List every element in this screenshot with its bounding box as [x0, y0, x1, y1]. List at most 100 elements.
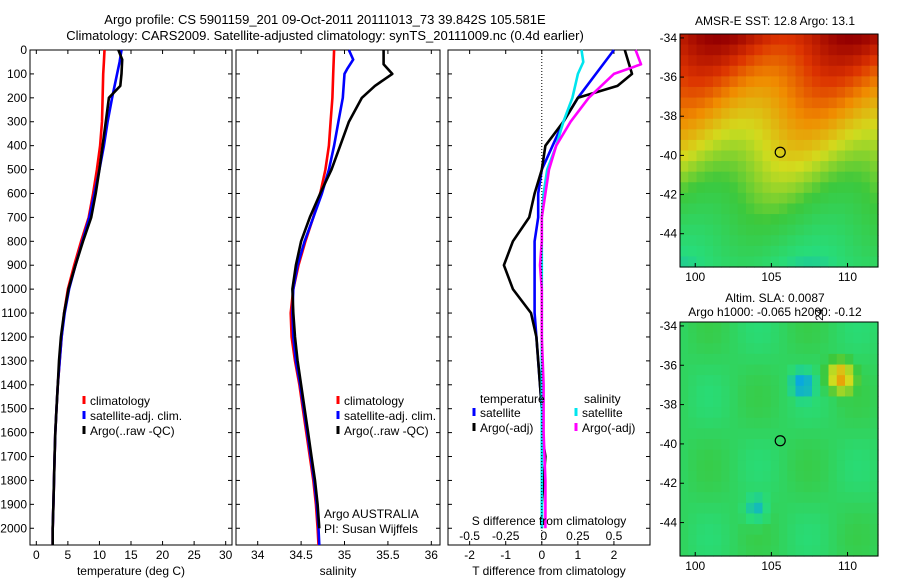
sla-map-cell — [795, 534, 805, 546]
sla-map-cell — [803, 364, 813, 376]
sla-map-cell — [820, 322, 830, 334]
sst-map-cell — [688, 55, 698, 67]
sla-map-cell — [795, 524, 805, 536]
sla-map-cell — [812, 396, 821, 408]
sla-map-cell — [746, 470, 755, 483]
sst-map-cell — [795, 203, 805, 215]
sst-map-cell — [787, 256, 797, 268]
sst-map-cell — [853, 192, 863, 205]
sst-map-cell — [729, 224, 739, 236]
sla-map-cell — [696, 375, 706, 387]
sla-map-cell — [680, 439, 689, 451]
sst-map-cell — [779, 256, 788, 268]
difference-legend-label: Argo(-adj) — [480, 421, 533, 435]
sst-map-cell — [812, 76, 821, 88]
sla-map-cell — [803, 375, 813, 387]
sst-map-cell — [729, 235, 739, 247]
sst-map-cell — [721, 118, 731, 130]
sla-map-ytick-label: -34 — [660, 319, 678, 333]
sla-map-cell — [713, 364, 722, 376]
sla-map-cell — [803, 428, 813, 440]
sla-map-cell — [704, 428, 714, 440]
sla-map-cell — [812, 364, 821, 376]
sst-map-cell — [729, 203, 739, 215]
sst-map-cell — [696, 97, 706, 109]
sla-map-cell — [787, 513, 797, 525]
sst-map-cell — [754, 129, 764, 141]
sst-map-cell — [836, 214, 846, 226]
sst-map-cell — [688, 34, 698, 46]
sla-map-cell — [680, 322, 689, 334]
sst-map-cell — [746, 182, 755, 194]
sla-map-cell — [803, 460, 813, 472]
sst-map-cell — [812, 182, 821, 194]
sla-map-cell — [746, 460, 755, 472]
sla-map-cell — [836, 502, 846, 515]
temperature-ytick-label: 1300 — [0, 354, 27, 368]
sla-map-cell — [779, 513, 788, 525]
sst-map-cell — [737, 214, 747, 226]
sla-map-cell — [836, 396, 846, 408]
sst-map-cell — [869, 192, 879, 205]
sla-map-cell — [696, 364, 706, 376]
sla-map-cell — [770, 428, 780, 440]
sst-map-cell — [746, 171, 755, 183]
sst-map-cell — [845, 118, 854, 130]
sla-map-cell — [729, 524, 739, 536]
sla-map-cell — [680, 545, 689, 557]
sla-map-cell — [787, 375, 797, 387]
sla-map-cell — [845, 385, 854, 398]
sst-map-argo-marker — [774, 146, 786, 158]
sst-map-cell — [861, 245, 871, 258]
sst-map-cell — [869, 108, 879, 120]
sla-map-cell — [861, 353, 871, 366]
sst-map-cell — [828, 150, 838, 162]
sla-map-cell — [746, 332, 755, 344]
sla-map-cell — [845, 481, 854, 493]
sla-map-cell — [828, 343, 838, 355]
sst-map-cell — [787, 192, 797, 205]
sla-map-cell — [762, 545, 772, 557]
sst-map-cell — [737, 224, 747, 236]
sst-map-cell — [869, 76, 879, 88]
sst-map-cell — [754, 34, 764, 46]
sla-map-cell — [779, 524, 788, 536]
sla-map-cell — [853, 470, 863, 483]
sla-map-cell — [828, 513, 838, 525]
sst-map-cell — [770, 118, 780, 130]
sla-map-cell — [861, 492, 871, 504]
sst-map-cell — [680, 161, 689, 173]
sst-map-cell — [795, 192, 805, 205]
sla-map-cell — [688, 364, 698, 376]
sst-map-ytick-label: -34 — [660, 31, 678, 45]
difference-xtick-label: 1 — [575, 548, 582, 562]
sla-map-cell — [746, 353, 755, 366]
sla-map-cell — [729, 439, 739, 451]
sla-map-cell — [737, 534, 747, 546]
sst-map-cell — [680, 214, 689, 226]
sst-map-cell — [721, 182, 731, 194]
sla-map-title-line1: Altim. SLA: 0.0087 — [725, 291, 825, 305]
sst-map-cell — [803, 129, 813, 141]
sst-map-cell — [787, 76, 797, 88]
sla-map-cell — [828, 534, 838, 546]
sla-map-cell — [787, 407, 797, 419]
sst-map-cell — [721, 34, 731, 46]
sst-map-cell — [729, 55, 739, 67]
sst-map-cell — [746, 129, 755, 141]
sla-map-cell — [812, 375, 821, 387]
sst-map-cell — [820, 161, 830, 173]
temperature-xtick-label: 30 — [219, 548, 233, 562]
salinity-series-line — [291, 49, 355, 546]
sla-map-cell — [787, 470, 797, 483]
sst-map-cell — [704, 76, 714, 88]
sst-map-cell — [853, 256, 863, 268]
sla-map-cell — [721, 396, 731, 408]
sla-map-cell — [737, 343, 747, 355]
sst-map-cell — [746, 150, 755, 162]
sst-map-cell — [680, 256, 689, 268]
temperature-xtick-label: 5 — [65, 548, 72, 562]
sla-map-cell — [787, 364, 797, 376]
sla-map-cell — [729, 322, 739, 334]
sst-map-cell — [803, 97, 813, 109]
